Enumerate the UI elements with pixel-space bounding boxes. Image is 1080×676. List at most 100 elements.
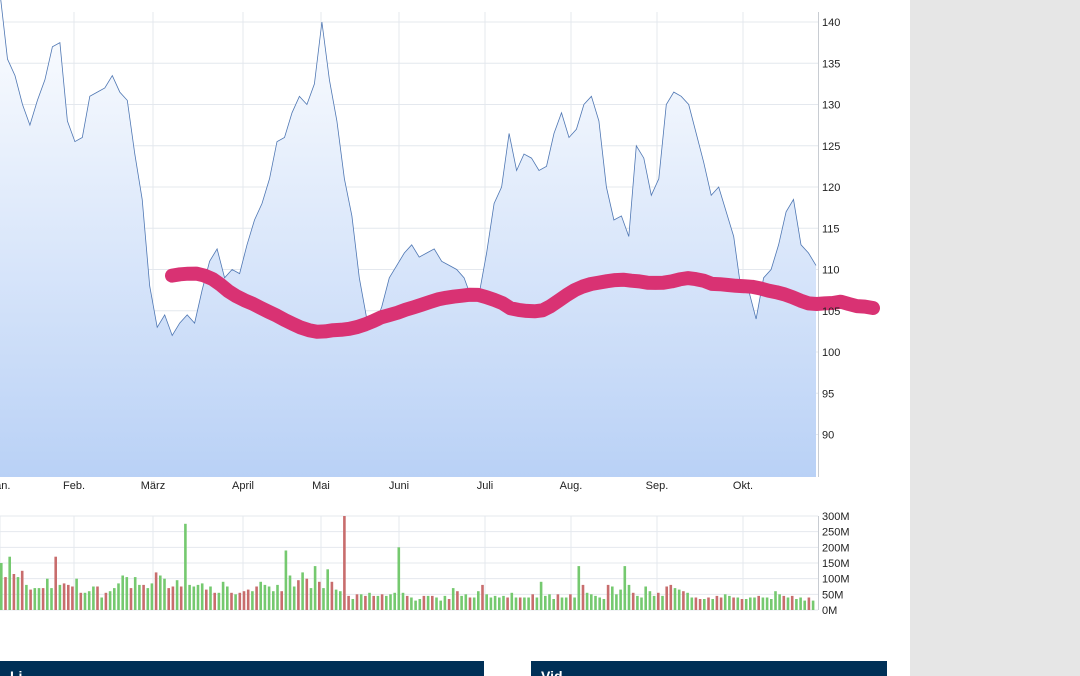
volume-bar [71, 586, 74, 610]
volume-bar [514, 597, 518, 610]
volume-bar [531, 594, 534, 610]
volume-bar [196, 584, 200, 610]
volume-bar [418, 599, 422, 610]
volume-bar [744, 599, 748, 610]
volume-bar [782, 595, 786, 610]
volume-bar [481, 584, 484, 610]
volume-bar [25, 584, 28, 610]
volume-bar [564, 597, 568, 610]
volume-bar [83, 592, 87, 610]
volume-bar [150, 583, 154, 610]
volume-bar [280, 591, 283, 610]
volume-bar [288, 575, 292, 610]
month-axis-labels: Jan. Feb. März April Mai Juni Juli Aug. Sep. Okt. [0, 480, 753, 492]
volume-bar [786, 597, 790, 610]
volume-bar [489, 597, 493, 610]
volume-bar [493, 595, 497, 610]
volume-bar [661, 595, 664, 610]
price-area [0, 0, 816, 477]
volume-bar [414, 600, 417, 610]
volume-bar [770, 599, 773, 610]
volume-bar [330, 581, 334, 610]
volume-bar [301, 572, 304, 610]
volume-bar [757, 595, 760, 610]
volume-bar [16, 577, 20, 610]
volume-bar [41, 588, 45, 610]
volume-bar [615, 594, 618, 610]
volume-bar [581, 584, 585, 610]
volume-bar [326, 569, 329, 610]
volume-bar [205, 589, 208, 610]
volume-bar [8, 556, 11, 610]
volume-bar [560, 597, 564, 610]
volume-bar [246, 589, 250, 610]
volume-bar [539, 581, 543, 610]
volume-bar [154, 572, 158, 610]
volume-bar [33, 588, 37, 610]
month-tick-label: April [232, 480, 254, 492]
volume-bar [636, 595, 639, 610]
volume-bar [652, 595, 656, 610]
volume-bar [313, 566, 317, 610]
volume-bar [62, 583, 66, 610]
volume-bar [276, 584, 279, 610]
price-tick-label: 120 [822, 182, 840, 194]
volume-bar [682, 591, 685, 610]
volume-bar [665, 586, 668, 610]
volume-tick-label: 150M [822, 558, 850, 570]
volume-bar [673, 588, 677, 610]
volume-bar [364, 595, 367, 610]
volume-bar [498, 597, 501, 610]
volume-bar [226, 586, 229, 610]
month-tick-label: Feb. [63, 480, 85, 492]
volume-bar [506, 597, 509, 610]
volume-bar [376, 595, 380, 610]
volume-bar [217, 592, 221, 610]
right-panel-title: Vid [541, 668, 563, 676]
volume-bar [372, 595, 375, 610]
month-tick-label: Mai [312, 480, 330, 492]
volume-bar [548, 594, 551, 610]
volume-bar [703, 599, 706, 610]
month-tick-label: Aug. [560, 480, 583, 492]
volume-bar [711, 599, 714, 610]
volume-bar [627, 584, 631, 610]
right-panel-header: Vid [531, 661, 887, 676]
volume-bar [439, 600, 442, 610]
volume-bar [401, 592, 405, 610]
volume-bar [255, 586, 258, 610]
volume-bar [96, 586, 99, 610]
volume-bar [669, 584, 673, 610]
volume-bar [694, 597, 698, 610]
volume-bar [125, 577, 129, 610]
volume-bar [75, 578, 78, 610]
volume-bar [355, 594, 359, 610]
volume-bar [318, 581, 321, 610]
volume-bar [510, 592, 514, 610]
volume-bar [426, 595, 430, 610]
left-panel-title: Li [10, 668, 23, 676]
volume-bar [138, 584, 141, 610]
volume-bar [803, 600, 806, 610]
volume-bar [4, 577, 7, 610]
volume-tick-label: 200M [822, 542, 850, 554]
volume-bars [0, 516, 815, 610]
volume-bar [761, 597, 765, 610]
price-tick-label: 110 [822, 265, 840, 277]
volume-bar [573, 597, 576, 610]
volume-bar [648, 591, 652, 610]
volume-bar [159, 575, 162, 610]
volume-bar [54, 556, 57, 610]
volume-bar [267, 586, 271, 610]
volume-bar [790, 595, 794, 610]
volume-bar [142, 584, 145, 610]
volume-bar [422, 595, 426, 610]
volume-bar [485, 594, 488, 610]
volume-bar [104, 592, 108, 610]
volume-bar [389, 594, 392, 610]
volume-bar [393, 592, 396, 610]
volume-bar [359, 594, 363, 610]
volume-bar [715, 595, 719, 610]
volume-bar [305, 578, 309, 610]
volume-bar [347, 595, 350, 610]
